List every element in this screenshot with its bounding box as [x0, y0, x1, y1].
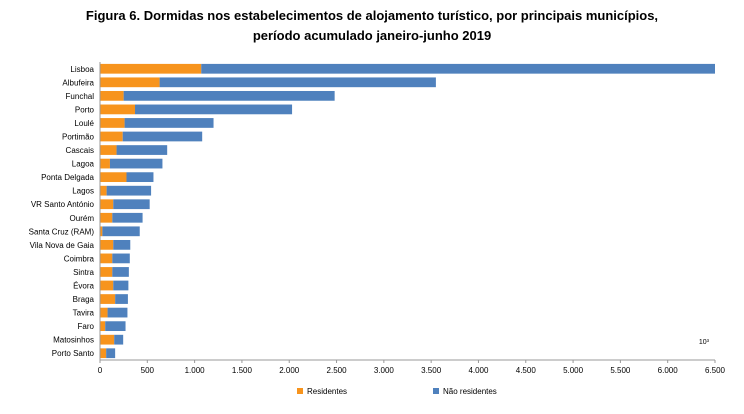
- x-tick-label-7: 3.500: [421, 366, 442, 375]
- x-tick-label-10: 5.000: [563, 366, 584, 375]
- category-label-7: Lagoa: [72, 160, 95, 169]
- x-tick-label-8: 4.000: [468, 366, 489, 375]
- bar-residentes-13: [100, 239, 114, 250]
- bar-nao-residentes-7: [109, 158, 163, 169]
- bar-nao-residentes-14: [112, 253, 130, 264]
- bar-nao-residentes-19: [105, 321, 126, 332]
- bar-nao-residentes-13: [113, 239, 131, 250]
- x-tick-label-11: 5.500: [610, 366, 631, 375]
- bar-residentes-4: [100, 118, 125, 128]
- x-tick-label-4: 2.000: [279, 366, 300, 375]
- bar-residentes-16: [100, 280, 114, 291]
- bar-nao-residentes-3: [135, 104, 293, 115]
- legend-residentes-swatch: [297, 388, 303, 394]
- bar-residentes-2: [100, 90, 124, 101]
- bar-residentes-0: [100, 63, 202, 74]
- category-label-11: Ourém: [70, 214, 95, 223]
- category-label-8: Ponta Delgada: [41, 173, 94, 182]
- bar-nao-residentes-1: [159, 77, 436, 88]
- bar-residentes-17: [100, 294, 116, 304]
- category-label-16: Évora: [73, 282, 94, 291]
- bar-nao-residentes-16: [113, 280, 129, 291]
- bar-residentes-21: [100, 348, 107, 359]
- category-label-1: Albufeira: [62, 78, 94, 87]
- unit-label: 10³: [699, 339, 710, 346]
- x-tick-label-12: 6.000: [658, 366, 679, 375]
- bar-nao-residentes-6: [116, 145, 168, 155]
- category-label-17: Braga: [73, 295, 95, 304]
- category-label-19: Faro: [78, 322, 95, 331]
- bar-residentes-14: [100, 253, 113, 264]
- x-tick-label-13: 6.500: [705, 366, 726, 375]
- category-label-18: Tavira: [73, 309, 95, 318]
- bar-nao-residentes-5: [122, 131, 203, 142]
- bar-nao-residentes-20: [114, 334, 124, 345]
- bar-residentes-5: [100, 131, 123, 142]
- category-label-3: Porto: [75, 105, 95, 114]
- bar-nao-residentes-15: [112, 267, 129, 277]
- bar-residentes-12: [100, 226, 103, 237]
- legend-nao-residentes-label: Não residentes: [443, 387, 497, 396]
- x-tick-label-1: 500: [141, 366, 155, 375]
- bar-nao-residentes-0: [201, 63, 716, 74]
- bar-residentes-18: [100, 307, 108, 318]
- category-label-2: Funchal: [66, 92, 95, 101]
- category-label-10: VR Santo António: [31, 200, 95, 209]
- chart-title-line-2: período acumulado janeiro-junho 2019: [252, 28, 492, 43]
- bar-nao-residentes-2: [123, 90, 335, 101]
- category-label-0: Lisboa: [70, 65, 94, 74]
- category-label-14: Coimbra: [64, 254, 95, 263]
- bar-nao-residentes-17: [115, 294, 128, 304]
- category-label-5: Portimão: [62, 133, 95, 142]
- category-label-20: Matosinhos: [53, 336, 94, 345]
- bar-residentes-10: [100, 199, 114, 210]
- bar-nao-residentes-18: [107, 307, 128, 318]
- x-tick-label-9: 4.500: [516, 366, 537, 375]
- category-label-21: Porto Santo: [52, 349, 95, 358]
- legend-residentes-label: Residentes: [307, 387, 347, 396]
- x-tick-label-6: 3.000: [374, 366, 395, 375]
- bar-residentes-20: [100, 334, 115, 345]
- bar-nao-residentes-9: [106, 185, 152, 196]
- bar-nao-residentes-12: [102, 226, 140, 237]
- category-label-13: Vila Nova de Gaia: [30, 241, 95, 250]
- x-tick-label-0: 0: [98, 366, 103, 375]
- bar-residentes-3: [100, 104, 136, 115]
- category-label-4: Loulé: [74, 119, 94, 128]
- x-tick-label-3: 1.500: [232, 366, 253, 375]
- bar-residentes-19: [100, 321, 106, 332]
- x-tick-label-2: 1.000: [185, 366, 206, 375]
- bar-nao-residentes-8: [126, 172, 154, 183]
- bar-residentes-8: [100, 172, 127, 183]
- bar-nao-residentes-10: [113, 199, 150, 210]
- bar-residentes-11: [100, 212, 113, 223]
- category-label-12: Santa Cruz (RAM): [29, 227, 95, 236]
- bar-nao-residentes-11: [112, 212, 143, 223]
- category-label-6: Cascais: [66, 146, 94, 155]
- bar-residentes-1: [100, 77, 160, 88]
- bar-nao-residentes-4: [124, 118, 214, 128]
- bar-nao-residentes-21: [106, 348, 116, 359]
- bar-residentes-9: [100, 185, 107, 196]
- bar-residentes-6: [100, 145, 117, 155]
- legend-nao-residentes-swatch: [433, 388, 439, 394]
- bar-residentes-7: [100, 158, 110, 169]
- category-label-15: Sintra: [73, 268, 94, 277]
- chart-title-line-1: Figura 6. Dormidas nos estabelecimentos …: [85, 8, 659, 23]
- x-tick-label-5: 2.500: [327, 366, 348, 375]
- bar-residentes-15: [100, 267, 113, 277]
- category-label-9: Lagos: [72, 187, 94, 196]
